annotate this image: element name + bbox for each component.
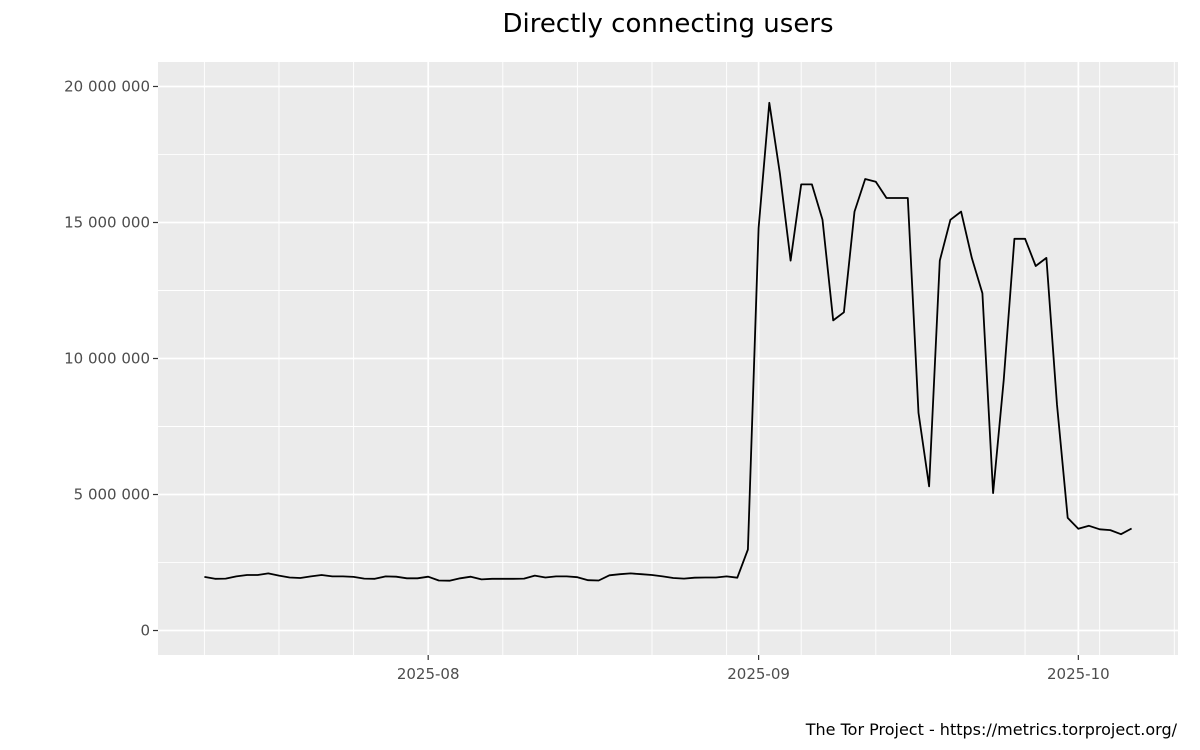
major-gridlines [158,62,1178,655]
y-tick-label: 0 [140,622,150,640]
x-tick-label: 2025-10 [1047,665,1110,683]
y-tick-label: 5 000 000 [74,486,150,504]
y-tick-label: 10 000 000 [64,350,150,368]
x-tick-label: 2025-08 [397,665,460,683]
caption: The Tor Project - https://metrics.torpro… [805,720,1178,739]
series-line [204,101,1133,582]
y-tick-label: 15 000 000 [64,213,150,231]
y-axis: 0 5 000 000 10 000 000 15 000 000 20 000 000 [64,77,158,640]
chart-title: Directly connecting users [502,9,833,39]
series-layer [204,101,1133,582]
y-tick-label: 20 000 000 [64,77,150,95]
x-axis: 2025-08 2025-09 2025-10 [397,655,1110,683]
x-tick-label: 2025-09 [727,665,790,683]
